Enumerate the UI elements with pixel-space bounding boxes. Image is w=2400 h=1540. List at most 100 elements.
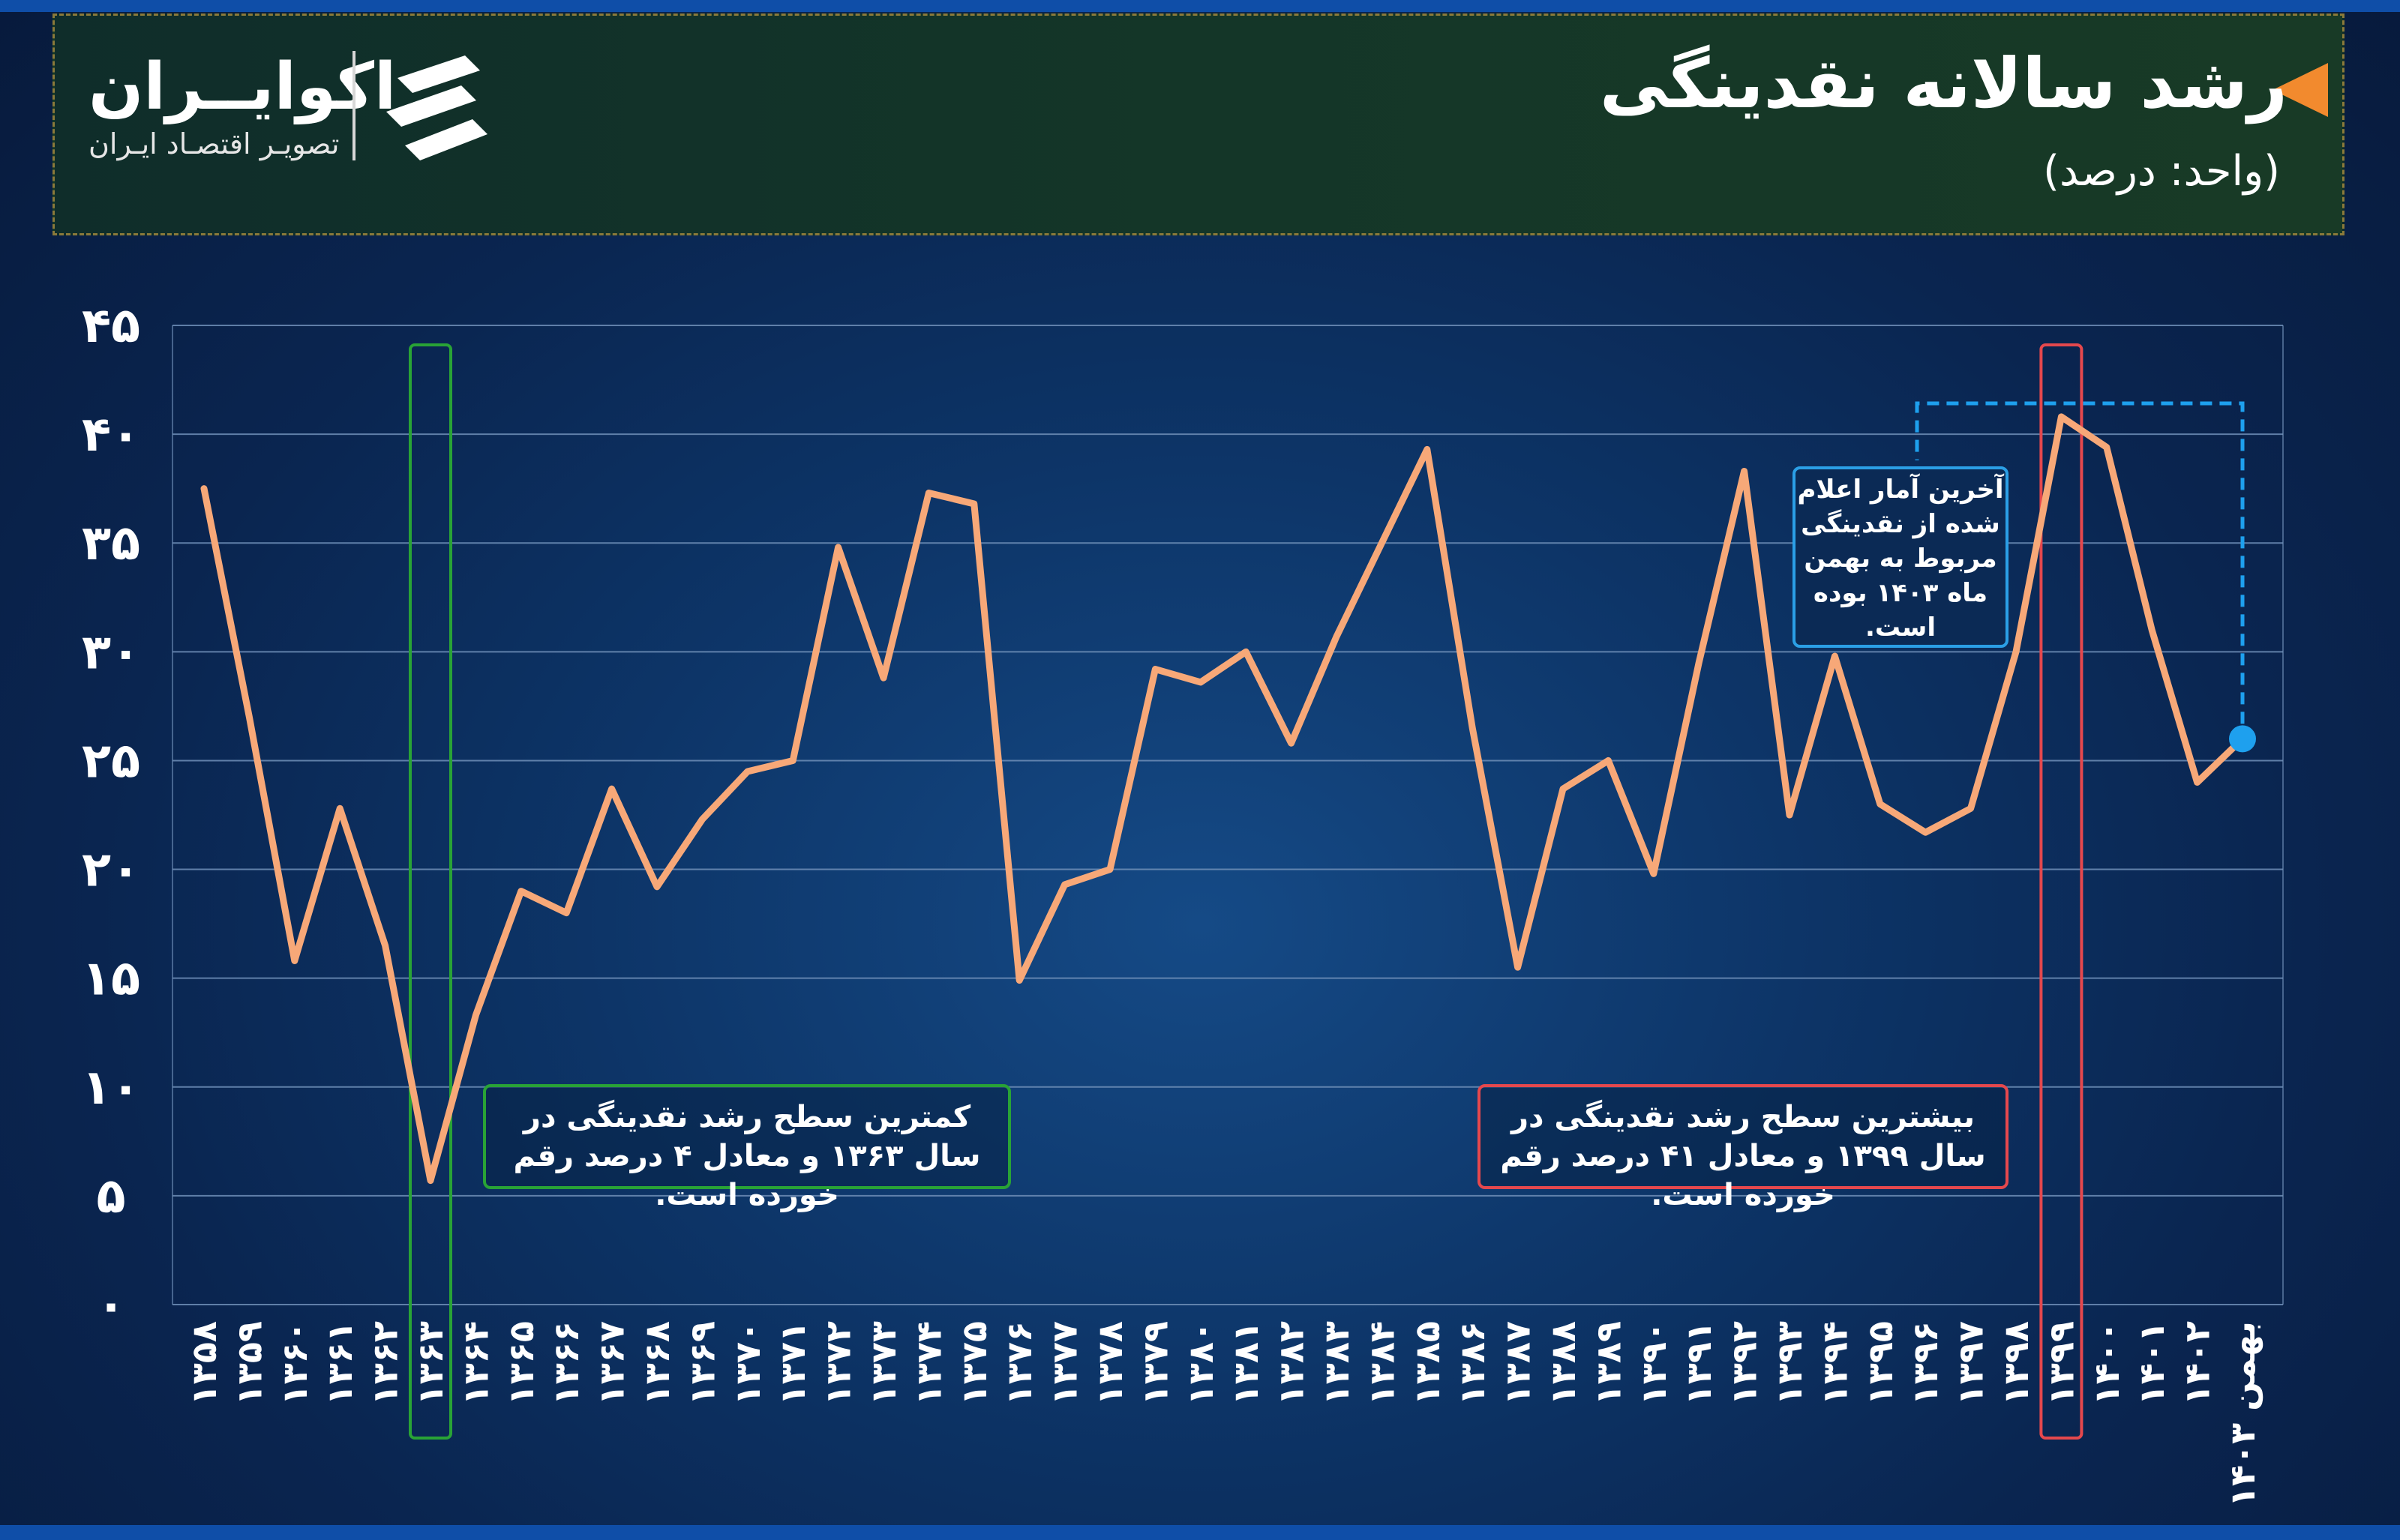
data-point	[699, 816, 706, 822]
x-tick-label: ۱۳۷۶	[999, 1321, 1040, 1405]
ecoiran-logo-icon	[386, 55, 488, 160]
data-point	[563, 909, 570, 916]
x-tick-label: ۱۳۹۹	[2041, 1321, 2081, 1405]
x-tick-label: ۱۳۸۸	[1543, 1321, 1583, 1405]
brand-tagline: تصویـر اقتصـاد ایـران	[88, 127, 340, 160]
y-tick-label: ۱۰	[82, 1060, 140, 1116]
x-tick-label: ۱۳۷۱	[772, 1321, 813, 1405]
x-tick-label: ۱۳۸۷	[1498, 1321, 1538, 1405]
data-point	[472, 1012, 479, 1019]
x-tick-label: ۱۳۶۱	[320, 1321, 360, 1405]
x-tick-label: ۱۳۵۸	[184, 1321, 224, 1405]
min-year-highlight	[409, 343, 452, 1440]
series-line	[200, 413, 2246, 1185]
data-point	[1650, 870, 1657, 877]
data-point	[518, 888, 524, 894]
bottom-strip	[0, 1525, 2400, 1540]
header-banner	[52, 13, 2344, 235]
data-point	[428, 1177, 434, 1184]
x-tick-label: ۱۳۷۴	[908, 1321, 949, 1405]
x-tick-label: ۱۳۶۳	[410, 1321, 451, 1405]
data-point	[880, 675, 886, 682]
x-tick-label: ۱۳۹۵	[1860, 1321, 1900, 1405]
x-tick-label: ۱۳۷۳	[863, 1321, 904, 1405]
x-tick-label: ۱۳۹۰	[1634, 1321, 1674, 1405]
x-tick-label: ۱۳۹۶	[1905, 1321, 1946, 1405]
y-tick-label: ۱۵	[82, 951, 140, 1007]
data-point	[1514, 964, 1521, 971]
x-tick-label: ۱۳۶۷	[592, 1321, 632, 1405]
data-point	[1832, 653, 1838, 660]
x-tick-label: ۱۴۰۱	[2132, 1321, 2172, 1405]
max-year-highlight	[2039, 343, 2084, 1440]
y-tick-label: ۰	[96, 1278, 125, 1333]
x-tick-label: ۱۳۸۲	[1271, 1321, 1312, 1405]
data-point	[1469, 724, 1476, 731]
x-tick-label: ۱۳۷۷	[1045, 1321, 1085, 1405]
x-tick-label: ۱۳۸۶	[1452, 1321, 1492, 1405]
series-layer	[200, 413, 2256, 1185]
x-tick-label: ۱۳۷۵	[954, 1321, 994, 1405]
x-tick-label: ۱۳۶۶	[546, 1321, 586, 1405]
data-point	[1016, 977, 1023, 984]
y-tick-label: ۴۰	[82, 407, 140, 463]
data-point	[1107, 866, 1113, 873]
y-tick-label: ۵	[96, 1169, 125, 1224]
data-point	[790, 757, 796, 764]
chart-title: رشد سالانه نقدینگی	[1599, 43, 2288, 124]
x-tick-label: ۱۳۸۹	[1588, 1321, 1628, 1405]
chart-subtitle: (واحد: درصد)	[2043, 147, 2280, 196]
x-tick-label: ۱۳۷۲	[818, 1321, 859, 1405]
latest-point-marker	[2229, 725, 2256, 753]
data-point	[1741, 468, 1748, 475]
data-point	[1334, 634, 1340, 640]
x-tick-label: ۱۳۷۸	[1090, 1321, 1130, 1405]
x-tick-label: ۱۳۶۹	[682, 1321, 722, 1405]
min-annotation: کمترین سطح رشد نقدینگی در سال ۱۳۶۳ و معا…	[483, 1084, 1011, 1212]
x-tick-label: ۱۳۸۵	[1407, 1321, 1448, 1405]
x-tick-label: ۱۳۸۱	[1226, 1321, 1266, 1405]
data-point	[1786, 812, 1792, 818]
x-tick-label: ۱۳۹۳	[1769, 1321, 1810, 1405]
x-tick-label: ۱۳۶۴	[455, 1321, 496, 1405]
x-tick-label: ۱۳۹۴	[1814, 1321, 1855, 1405]
data-point	[2058, 413, 2065, 420]
data-point	[1876, 801, 1883, 807]
x-tick-label: ۱۳۷۰	[728, 1321, 768, 1405]
x-tick-label: بهمن ۱۴۰۳	[2222, 1321, 2263, 1507]
title-marker-icon	[2272, 63, 2328, 117]
data-point	[2103, 444, 2110, 451]
x-tick-label: ۱۳۹۷	[1951, 1321, 1991, 1405]
highlight-layer	[409, 343, 2245, 1440]
data-point	[835, 544, 842, 551]
data-point	[1560, 786, 1566, 792]
data-point	[2149, 627, 2156, 634]
x-tick-label: ۱۴۰۲	[2177, 1321, 2218, 1405]
data-point	[201, 485, 207, 492]
top-strip	[0, 0, 2400, 12]
data-point	[1152, 666, 1159, 673]
data-point	[608, 786, 615, 792]
x-tick-label: ۱۳۸۴	[1361, 1321, 1402, 1405]
y-tick-label: ۲۰	[82, 843, 140, 898]
data-point	[291, 957, 298, 964]
data-point	[246, 714, 253, 721]
x-tick-label: ۱۳۶۰	[274, 1321, 315, 1405]
data-point	[2013, 649, 2019, 655]
data-point	[382, 942, 388, 949]
data-point	[1243, 649, 1250, 655]
data-point	[1424, 446, 1430, 453]
x-tick-label: ۱۳۸۳	[1316, 1321, 1357, 1405]
data-point	[970, 500, 977, 507]
max-annotation: بیشترین سطح رشد نقدینگی در سال ۱۳۹۹ و مع…	[1478, 1084, 2008, 1212]
y-tick-label: ۳۰	[82, 625, 140, 680]
x-tick-label: ۱۳۸۰	[1180, 1321, 1221, 1405]
latest-annotation: آخرین آمار اعلام شده از نقدینگی مربوط به…	[1792, 466, 2008, 648]
data-point	[2194, 779, 2200, 786]
x-tick-label: ۱۳۷۹	[1135, 1321, 1175, 1405]
x-tick-label: ۱۳۶۵	[501, 1321, 542, 1405]
data-point	[654, 883, 660, 890]
brand-name: اکوایــران	[88, 49, 397, 124]
x-tick-label: ۱۳۹۱	[1678, 1321, 1719, 1405]
y-tick-label: ۲۵	[82, 733, 140, 789]
